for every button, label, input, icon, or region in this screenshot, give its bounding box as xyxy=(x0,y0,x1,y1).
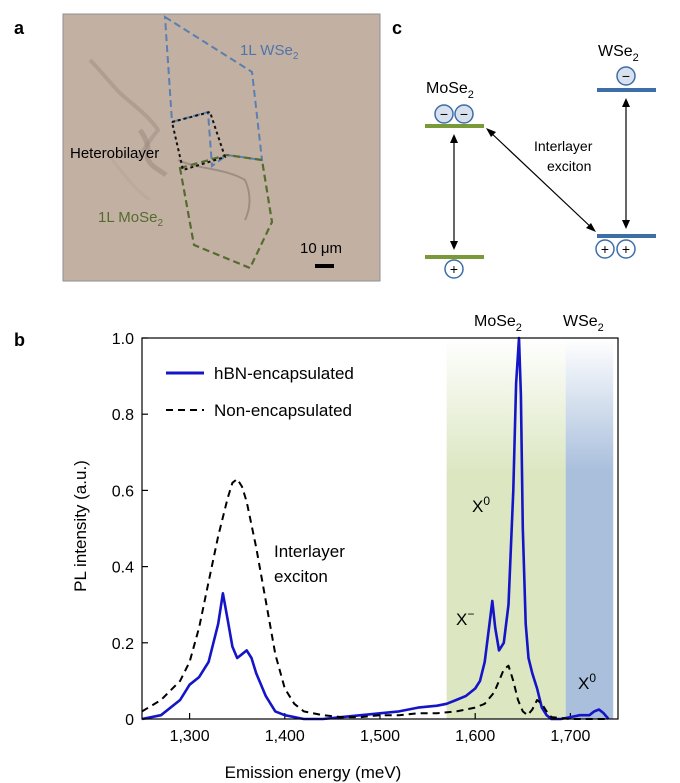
svg-text:−: − xyxy=(622,68,630,84)
wse2-band-label: WSe2 xyxy=(598,43,639,64)
svg-text:+: + xyxy=(601,241,609,257)
interlayer-exciton-annotation-line1: Interlayer xyxy=(274,542,345,561)
panel-a-micrograph: 1L WSe2 Heterobilayer 1L MoSe2 10 μm xyxy=(62,13,381,282)
mose2-transition-arrow xyxy=(450,134,458,250)
hole-icon: + xyxy=(444,259,464,279)
panel-b-pl-chart: 1,300 1,400 1,500 1,600 1,700 0 0.2 0.4 0.6 0.8 1.… xyxy=(71,313,619,782)
heterobilayer-label: Heterobilayer xyxy=(70,145,159,162)
y-tick-label: 0.6 xyxy=(112,483,134,500)
y-tick-label: 0.2 xyxy=(112,636,134,653)
interlayer-exciton-label-line1: Interlayer xyxy=(534,138,593,154)
series-line-hbn-encapsulated xyxy=(141,336,610,721)
hole-icon: + xyxy=(595,239,615,259)
y-tick-label: 1.0 xyxy=(112,331,134,348)
legend-hbn-label: hBN-encapsulated xyxy=(214,364,354,383)
heterobilayer-outline xyxy=(170,110,227,172)
x-axis-label: Emission energy (meV) xyxy=(225,763,402,782)
x-tick-label: 1,300 xyxy=(170,728,210,745)
svg-text:+: + xyxy=(622,241,630,257)
x-tick-label: 1,600 xyxy=(455,728,495,745)
wse2-transition-arrow xyxy=(622,98,630,229)
x-tick-label: 1,500 xyxy=(360,728,400,745)
mose2-region-title: MoSe2 xyxy=(474,313,522,334)
x0-mose2-annotation: X0 xyxy=(472,494,490,516)
svg-text:+: + xyxy=(450,261,458,277)
interlayer-exciton-label-line2: exciton xyxy=(547,158,591,174)
electron-icon: − xyxy=(616,66,636,86)
y-tick-label: 0.8 xyxy=(112,407,134,424)
hole-icon: + xyxy=(616,239,636,259)
x-tick-label: 1,700 xyxy=(550,728,590,745)
mose2-shaded-region xyxy=(446,338,566,719)
mose2-outline xyxy=(178,153,274,270)
y-tick-label: 0 xyxy=(125,712,134,729)
series-layer xyxy=(141,336,610,721)
y-tick-label: 0.4 xyxy=(112,560,134,577)
shaded-regions xyxy=(446,338,614,719)
wse2-region-label: 1L WSe2 xyxy=(240,42,299,62)
axes-frame xyxy=(141,337,619,720)
mose2-band-label: MoSe2 xyxy=(426,80,474,101)
mose2-region-label: 1L MoSe2 xyxy=(98,209,163,229)
x-tick-label: 1,400 xyxy=(265,728,305,745)
electron-icon: − xyxy=(454,104,474,124)
interlayer-exciton-arrow xyxy=(486,128,596,232)
micrograph-background xyxy=(63,14,380,281)
legend-non-label: Non-encapsulated xyxy=(214,401,352,420)
series-line-non-encapsulated xyxy=(141,478,609,720)
scale-bar xyxy=(315,264,334,268)
svg-text:−: − xyxy=(460,106,468,122)
panel-c-label: c xyxy=(392,18,402,38)
panel-a-label: a xyxy=(14,18,25,38)
interlayer-exciton-annotation-line2: exciton xyxy=(274,567,328,586)
tick-labels: 1,300 1,400 1,500 1,600 1,700 0 0.2 0.4 0.6 0.8 1.… xyxy=(112,331,591,745)
x-minus-annotation: X− xyxy=(456,607,474,629)
scale-bar-label: 10 μm xyxy=(300,240,342,257)
panel-b-label: b xyxy=(14,330,25,350)
y-axis-label: PL intensity (a.u.) xyxy=(71,460,90,592)
x0-wse2-annotation: X0 xyxy=(578,671,596,693)
electron-icon: − xyxy=(434,104,454,124)
wse2-region-title: WSe2 xyxy=(563,313,604,334)
flake-edge-texture xyxy=(103,149,151,202)
flake-edge-texture xyxy=(137,128,168,177)
panel-c-band-diagram: MoSe2 WSe2 Interlayer exciton − xyxy=(425,43,656,279)
legend: hBN-encapsulated Non-encapsulated xyxy=(166,364,354,420)
svg-text:−: − xyxy=(440,106,448,122)
micrograph-frame xyxy=(62,13,381,282)
wse2-shaded-region xyxy=(565,338,614,719)
